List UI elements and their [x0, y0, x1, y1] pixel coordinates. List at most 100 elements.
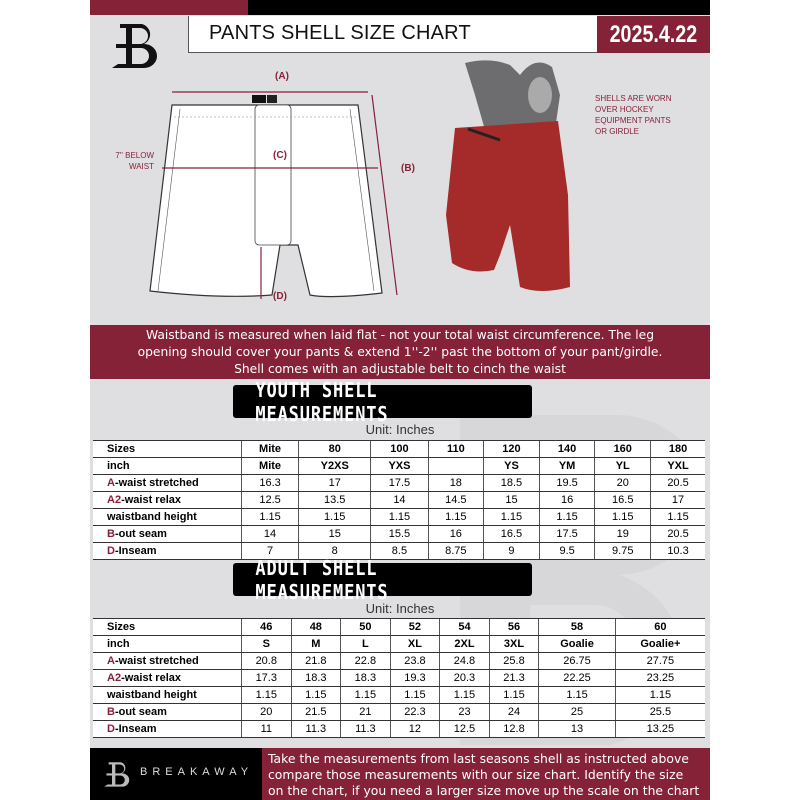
shell-note-line3: EQUIPMENT PANTS	[595, 116, 671, 125]
table-cell: YS	[483, 457, 540, 475]
table-cell: 46	[241, 618, 292, 636]
youth-table-row: A2-waist relax 12.5 13.5 14 14.5 15 16 16.5 17	[93, 491, 705, 509]
table-cell: 56	[488, 618, 539, 636]
table-cell: 54	[439, 618, 490, 636]
top-black-bar	[248, 0, 710, 15]
table-cell: 13	[538, 720, 616, 738]
table-cell: 20	[594, 474, 651, 492]
table-cell: 26.75	[538, 652, 616, 670]
table-cell: 19.5	[538, 474, 595, 492]
table-cell: 1.15	[427, 508, 484, 526]
table-cell: 18	[427, 474, 484, 492]
table-cell: 17.5	[370, 474, 428, 492]
row-label: A-waist stretched	[93, 652, 242, 670]
footer-line-3: on the chart, if you need a larger size …	[268, 783, 700, 798]
below-waist-note-line2: WAIST	[129, 162, 154, 171]
table-cell: 50	[340, 618, 391, 636]
row-label: D-Inseam	[93, 542, 242, 560]
label-a: (A)	[275, 71, 289, 82]
date-badge: 2025.4.22	[597, 16, 710, 53]
size-chart-page: PANTS SHELL SIZE CHART 2025.4.22 (A) (C)…	[90, 0, 710, 800]
info-line-2: opening should cover your pants & extend…	[137, 345, 663, 359]
adult-table-row: Sizes 46 48 50 52 54 56 58 60	[93, 618, 705, 636]
table-cell: 19	[594, 525, 651, 543]
table-cell: 24	[488, 703, 539, 721]
row-label: Sizes	[93, 618, 242, 636]
table-cell: 8	[298, 542, 371, 560]
footer-line-2: compare those measurements with our size…	[268, 767, 684, 782]
shell-note-line2: OVER HOCKEY	[595, 105, 654, 114]
table-cell: 20.8	[241, 652, 292, 670]
table-cell: 80	[298, 440, 371, 458]
table-cell: 120	[483, 440, 540, 458]
table-cell: Goalie+	[614, 635, 705, 653]
table-cell: 25.5	[614, 703, 705, 721]
table-cell: 8.75	[427, 542, 484, 560]
breakaway-logo-icon	[104, 762, 130, 787]
row-label-text: Sizes	[107, 443, 136, 455]
youth-table-row: B-out seam 14 15 15.5 16 16.5 17.5 19 20.5	[93, 525, 705, 543]
pants-shell-photo	[446, 60, 570, 291]
info-line-3: Shell comes with an adjustable belt to c…	[234, 362, 566, 376]
table-cell: 14	[370, 491, 428, 509]
table-cell: 23	[439, 703, 490, 721]
footer-line-1: Take the measurements from last seasons …	[268, 751, 689, 766]
table-cell: 180	[650, 440, 705, 458]
row-label-text: Sizes	[107, 621, 136, 633]
table-cell	[427, 457, 484, 475]
table-cell: 11	[241, 720, 292, 738]
table-cell: 58	[538, 618, 616, 636]
adult-size-table: Sizes 46 48 50 52 54 56 58 60 inch S M L XL 2XL 3XL Goal…	[93, 618, 705, 738]
row-label-text: inch	[107, 460, 130, 472]
row-label-text: inch	[107, 638, 130, 650]
table-cell: 16	[538, 491, 595, 509]
adult-table-row: waistband height 1.15 1.15 1.15 1.15 1.15 1.15…	[93, 686, 705, 704]
youth-size-table: Sizes Mite 80 100 110 120 140 160 180 inch Mite Y2X…	[93, 440, 705, 560]
adult-title-text: ADULT SHELL MEASUREMENTS	[255, 555, 389, 604]
table-cell: 18.3	[290, 669, 341, 687]
table-cell: 1.15	[538, 686, 616, 704]
youth-table-row: D-Inseam 7 8 8.5 8.75 9 9.5 9.75 10.3	[93, 542, 705, 560]
label-c: (C)	[273, 150, 287, 161]
table-cell: 27.75	[614, 652, 705, 670]
row-label-text: -waist stretched	[114, 655, 199, 667]
adult-section-title: ADULT SHELL MEASUREMENTS	[233, 556, 532, 604]
row-label: A2-waist relax	[93, 669, 242, 687]
table-cell: 18.3	[340, 669, 391, 687]
table-cell: 2XL	[439, 635, 490, 653]
row-label-prefix: B	[107, 528, 115, 540]
table-cell: 1.15	[538, 508, 595, 526]
table-cell: 1.15	[240, 508, 299, 526]
row-label: A2-waist relax	[93, 491, 242, 509]
table-cell: XL	[389, 635, 440, 653]
row-label-prefix: D	[107, 723, 115, 735]
table-cell: 15	[483, 491, 540, 509]
table-cell: L	[340, 635, 391, 653]
table-cell: 17.3	[241, 669, 292, 687]
table-cell: Mite	[240, 440, 299, 458]
label-b: (B)	[401, 163, 415, 174]
row-label: D-Inseam	[93, 720, 242, 738]
table-cell: 9.5	[538, 542, 595, 560]
table-cell: 14	[240, 525, 299, 543]
row-label-text: waistband height	[107, 511, 197, 523]
table-cell: 14.5	[427, 491, 484, 509]
table-cell: S	[241, 635, 292, 653]
table-cell: 23.8	[389, 652, 440, 670]
footer-brand-panel: BREAKAWAY	[90, 748, 262, 800]
shell-note-line4: OR GIRDLE	[595, 127, 639, 136]
table-cell: 22.25	[538, 669, 616, 687]
table-cell: 20	[241, 703, 292, 721]
header-title-box: PANTS SHELL SIZE CHART	[188, 16, 597, 53]
table-cell: 8.5	[370, 542, 428, 560]
table-cell: 16.3	[240, 474, 299, 492]
table-cell: 11.3	[290, 720, 341, 738]
table-cell: 52	[389, 618, 440, 636]
row-label-text: -Inseam	[114, 545, 157, 557]
below-waist-note-line1: 7'' BELOW	[115, 151, 154, 160]
table-cell: 21.3	[488, 669, 539, 687]
row-label-text: -waist stretched	[114, 477, 199, 489]
breakaway-logo-icon	[112, 24, 157, 68]
row-label-prefix: A2	[107, 672, 122, 684]
table-cell: 1.15	[389, 686, 440, 704]
